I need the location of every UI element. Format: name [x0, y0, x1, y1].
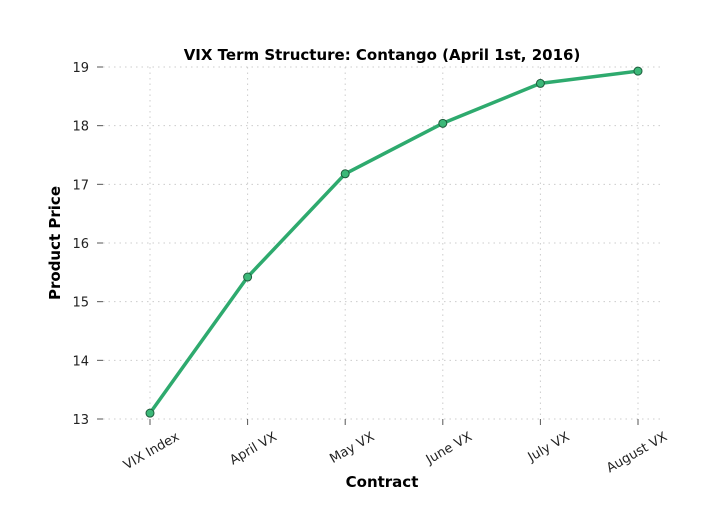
- data-point: [340, 169, 350, 179]
- data-point: [145, 408, 155, 418]
- data-point: [535, 78, 545, 88]
- y-axis: 13 14 15 16 17 18 19: [72, 61, 103, 428]
- y-tick-label: 14: [72, 354, 89, 369]
- x-tick-label: April VX: [227, 429, 279, 468]
- data-point: [633, 66, 643, 76]
- x-axis: VIX Index April VX May VX June VX July VX Aug…: [121, 419, 670, 476]
- y-tick-label: 15: [72, 296, 89, 311]
- y-tick-label: 13: [72, 413, 89, 428]
- series: [145, 66, 643, 418]
- y-tick-label: 17: [72, 178, 89, 193]
- x-axis-label: Contract: [346, 473, 419, 491]
- grid: [103, 66, 663, 420]
- y-tick-label: 16: [72, 237, 89, 252]
- x-tick-label: June VX: [423, 429, 475, 468]
- x-tick-label: July VX: [525, 429, 573, 465]
- y-tick-label: 18: [72, 120, 89, 135]
- x-tick-label: August VX: [604, 429, 670, 476]
- chart-title: VIX Term Structure: Contango (April 1st,…: [184, 46, 581, 64]
- data-point: [438, 118, 448, 128]
- data-point: [243, 272, 253, 282]
- x-tick-label: May VX: [327, 429, 377, 466]
- y-tick-label: 19: [72, 61, 89, 76]
- y-axis-label: Product Price: [46, 186, 64, 300]
- x-tick-label: VIX Index: [121, 429, 182, 473]
- series-line: [148, 69, 640, 415]
